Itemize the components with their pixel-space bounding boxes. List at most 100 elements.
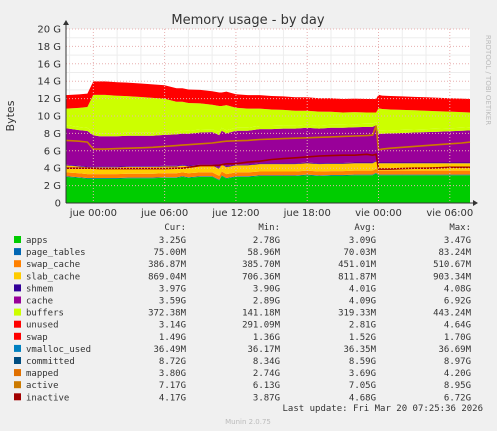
legend-value-min: 2.74G [253, 369, 280, 379]
area-unused [66, 94, 470, 134]
rrdtool-credit: RRDTOOL / TOBI OETIKER [484, 35, 492, 125]
legend-swatch [14, 369, 21, 377]
x-tick-label: jue 06:00 [140, 208, 188, 219]
area-shmem [66, 160, 470, 169]
area-swap [66, 81, 470, 113]
legend-value-min: 36.17M [247, 345, 280, 355]
y-tick-label: 14 G [37, 77, 61, 88]
legend-value-max: 903.34M [433, 272, 472, 282]
legend-value-max: 6.92G [444, 297, 471, 307]
legend-swatch [14, 320, 21, 328]
legend-value-max: 3.47G [444, 236, 471, 246]
x-tick-label: jue 18:00 [283, 208, 331, 219]
legend-value-avg: 8.59G [349, 357, 376, 367]
legend-value-max: 83.24M [438, 248, 471, 258]
legend-value-avg: 1.52G [349, 333, 376, 343]
legend-label: unused [26, 321, 59, 331]
legend-value-cur: 36.49M [153, 345, 186, 355]
legend-label: swap_cache [26, 260, 80, 270]
area-swap-cache [66, 168, 470, 180]
legend-value-max: 36.69M [438, 345, 471, 355]
legend-value-cur: 75.00M [153, 248, 186, 258]
legend-value-max: 8.95G [444, 381, 471, 391]
legend-swatch [14, 357, 21, 364]
legend-value-min: 385.70M [242, 260, 281, 270]
legend-swatch [14, 344, 21, 352]
legend-label: active [26, 381, 59, 391]
legend-swatch [14, 260, 21, 268]
legend-value-min: 3.90G [253, 284, 280, 294]
legend-swatch [14, 284, 21, 292]
legend-label: swap [26, 333, 48, 343]
legend-header-min: Min: [258, 223, 280, 233]
legend-label: page_tables [26, 248, 86, 258]
legend-value-max: 4.20G [444, 369, 471, 379]
legend-value-max: 443.24M [433, 309, 472, 319]
legend-value-cur: 7.17G [159, 381, 186, 391]
legend-swatch [14, 296, 21, 304]
legend-label: committed [26, 357, 75, 367]
munin-version: Munin 2.0.75 [225, 418, 271, 426]
legend-value-min: 706.36M [242, 272, 281, 282]
legend-swatch [14, 272, 21, 280]
legend-value-avg: 3.69G [349, 369, 376, 379]
x-tick-label: vie 00:00 [355, 208, 402, 219]
x-axis-arrow [473, 200, 478, 206]
legend-value-cur: 869.04M [148, 272, 187, 282]
legend-value-avg: 451.01M [338, 260, 377, 270]
legend-value-avg: 7.05G [349, 381, 376, 391]
legend-label: apps [26, 236, 48, 246]
y-axis-label: Bytes [4, 100, 17, 131]
legend-value-cur: 8.72G [159, 357, 186, 367]
x-tick-label: vie 06:00 [426, 208, 473, 219]
legend-value-avg: 3.09G [349, 236, 376, 246]
y-tick-label: 16 G [37, 59, 61, 70]
legend-swatch [14, 332, 21, 340]
legend-header-avg: Avg: [354, 223, 376, 233]
x-tick-label: jue 00:00 [69, 208, 117, 219]
legend-value-avg: 2.81G [349, 321, 376, 331]
legend-label: inactive [26, 393, 69, 403]
legend-swatch [14, 308, 21, 316]
legend-value-min: 58.96M [247, 248, 280, 258]
legend-label: mapped [26, 369, 59, 379]
legend-value-min: 1.36G [253, 333, 280, 343]
legend-value-avg: 4.09G [349, 297, 376, 307]
legend-value-cur: 3.14G [159, 321, 186, 331]
y-tick-label: 10 G [37, 112, 61, 123]
legend-rows: apps 3.25G 2.78G 3.09G 3.47G page_tables 75.00… [14, 236, 472, 403]
legend-value-min: 291.09M [242, 321, 281, 331]
y-axis-arrow [63, 20, 69, 25]
y-tick-label: 0 [55, 199, 61, 210]
legend-value-max: 8.97G [444, 357, 471, 367]
legend-value-cur: 3.97G [159, 284, 186, 294]
legend-value-avg: 4.68G [349, 393, 376, 403]
y-tick-label: 12 G [37, 94, 61, 105]
legend-header-cur: Cur: [164, 223, 186, 233]
legend-value-max: 4.64G [444, 321, 471, 331]
legend-value-max: 4.08G [444, 284, 471, 294]
legend-label: cache [26, 297, 53, 307]
last-update: Last update: Fri Mar 20 07:25:36 2026 [283, 404, 483, 414]
legend-label: vmalloc_used [26, 345, 91, 355]
y-tick-label: 4 G [44, 164, 61, 175]
legend-value-cur: 3.80G [159, 369, 186, 379]
legend-value-avg: 319.33M [338, 309, 377, 319]
area-buffers [66, 122, 470, 137]
legend: Cur: Min: Avg: Max: apps 3.25G 2.78G 3.09G 3… [14, 223, 483, 414]
area-apps [66, 173, 470, 203]
legend-value-max: 510.67M [433, 260, 472, 270]
legend-value-cur: 386.87M [148, 260, 187, 270]
legend-value-cur: 372.38M [148, 309, 187, 319]
legend-value-min: 8.34G [253, 357, 280, 367]
legend-value-cur: 1.49G [159, 333, 186, 343]
y-tick-label: 18 G [37, 42, 61, 53]
legend-value-cur: 3.59G [159, 297, 186, 307]
stacked-areas [66, 81, 470, 203]
x-tick-labels: jue 00:00 jue 06:00 jue 12:00 jue 18:00 vie … [69, 208, 474, 219]
legend-label: shmem [26, 284, 53, 294]
y-tick-label: 20 G [37, 25, 61, 36]
major-grid [66, 28, 470, 203]
legend-value-min: 6.13G [253, 381, 280, 391]
